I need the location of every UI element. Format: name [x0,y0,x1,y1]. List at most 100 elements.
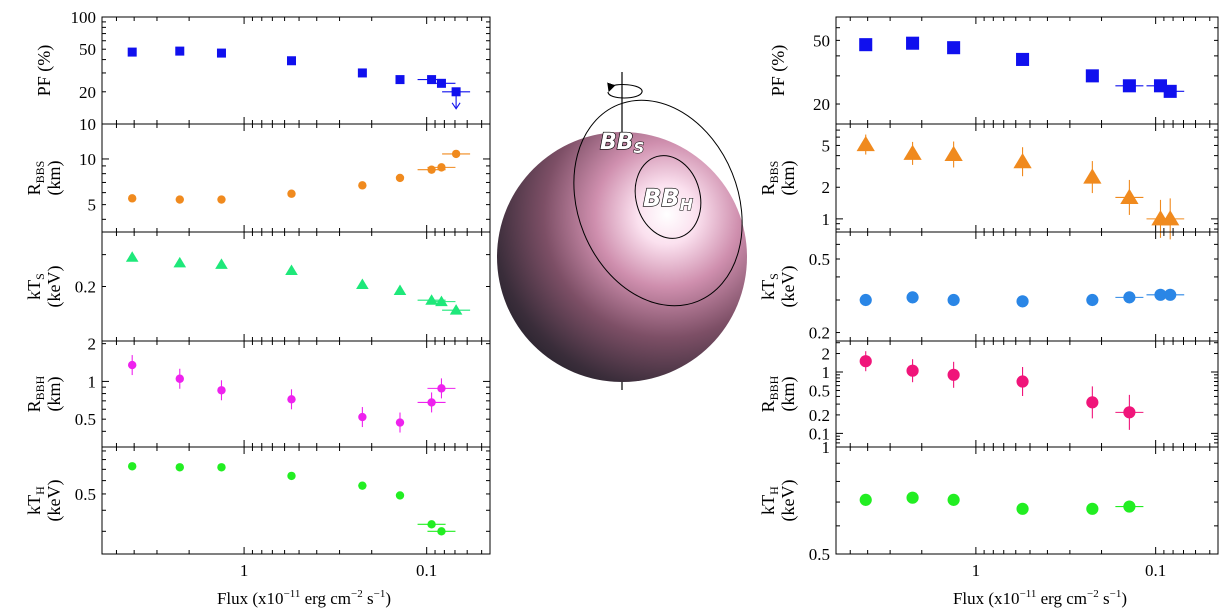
left-r_bbs-y-unit: (km) [44,161,65,196]
left-kts-point [449,304,463,315]
left-pf-point [216,48,226,58]
left-r_bbh-ytick-label: 2 [88,335,97,354]
right-kth-ytick-label: 1 [822,438,831,457]
right-pf-point [1016,52,1030,66]
left-pf-y-label: PF (%) [34,45,55,97]
left-r_bbs-point [427,165,436,174]
right-pf-ytick-label: 50 [813,31,830,50]
hard-hotspot-outline [634,155,702,239]
left-kts-y-unit: (keV) [44,266,65,308]
bb-soft-label: BBS [600,130,644,157]
right-r_bbs-point [1120,188,1139,204]
left-r_bbh-point [358,412,367,422]
right-kth-ytick-label: 0.5 [809,545,830,564]
left-r_bbs-point [451,149,461,159]
left-kth-point [437,527,446,536]
right-r_bbs-point [903,144,922,160]
right-kth-point [1123,500,1136,513]
right-kth-point [947,493,960,506]
right-pf-point [906,36,920,50]
right-kts-point [1123,291,1136,304]
left-kth-y-label: kTH [24,486,47,515]
right-r_bbh-ytick-label: 0.5 [809,381,830,400]
left-pf-frame [101,16,491,125]
left-kth-point [175,463,184,472]
right-r_bbs-ytick-label: 1 [822,210,831,229]
right-kth-point [1086,502,1099,515]
right-r_bbs-ytick-label: 5 [822,136,831,155]
left-panel-kth: 0.5 kTH(keV) 1 0.1 [24,446,491,580]
left-r_bbh-ytick-label: 1 [88,372,97,391]
left-kth-point [395,491,405,500]
right-kth-point [906,491,919,504]
right-kts-ytick-label: 0.2 [809,324,830,343]
right-r_bbs-point [856,135,875,152]
right-panel-kts: 0.2 0.5 kTS(keV) [758,231,1219,343]
left-kth-point [217,463,226,472]
left-r_bbh-point [395,418,405,427]
right-kth-point [1016,502,1029,515]
left-pf-point [357,68,367,78]
neutron-star-sphere [497,132,747,382]
left-r_bbs-ytick-label: 5 [88,196,97,215]
right-kts-y-label: kTS [758,273,781,300]
left-r_bbs-point [287,189,296,198]
left-r_bbh-y-unit: (km) [44,377,65,412]
right-r_bbh-point [906,364,919,377]
right-r_bbh-point [1086,396,1099,409]
right-r_bbh-point [1123,406,1136,419]
soft-hotspot-outline [573,99,743,307]
left-r_bbs-ytick-label: 10 [79,150,96,169]
right-r_bbs-point [1083,168,1102,184]
left-panel-pf: 10 20 50 100 PF (%) [34,8,491,134]
right-r_bbh-point [1016,375,1029,388]
right-panel-r_bbs: 1 2 5 RBBS(km) [758,123,1219,240]
left-r_bbh-point [175,374,184,383]
left-r_bbh-ytick-label: 0.5 [75,410,96,429]
left-kts-point [425,294,438,305]
left-kth-point [358,481,367,490]
right-pf-point [1163,84,1177,98]
right-kts-ytick-label: 0.5 [809,250,830,269]
right-r_bbs-point [944,145,963,162]
left-pf-point [175,46,185,56]
left-kth-y-unit: (keV) [44,480,65,522]
left-kts-y-label: kTS [24,273,47,300]
left-r_bbs-point [358,181,367,190]
left-r_bbs-point [175,195,184,204]
left-kts-point [215,258,228,269]
right-r_bbs-point [1161,210,1180,226]
left-r_bbh-point [217,386,226,395]
left-pf-point [436,78,446,88]
left-pf-ytick-label: 10 [79,115,96,134]
right-xtick-label: 1 [972,561,981,580]
left-pf-ytick-label: 100 [71,8,97,27]
left-x-axis-label: Flux (x10−11 erg cm−2 s−1) [217,588,391,608]
right-pf-point [1122,79,1136,93]
bb-hard-label: BBH [643,184,694,214]
left-kts-point [173,256,187,268]
left-panel-kts: 0.2 kTS(keV) [24,231,491,342]
right-kth-y-unit: (keV) [778,480,799,522]
left-kts-point [125,251,139,262]
left-kth-point [427,520,436,529]
right-kts-point [1086,293,1099,307]
left-r_bbh-point [287,395,296,404]
left-r_bbh-point [437,384,446,393]
left-kth-frame [101,446,491,555]
right-panel-r_bbh: 0.10.2 0.512 RBBH(km) [758,340,1219,448]
left-pf-point [427,75,437,85]
right-kts-frame [835,231,1219,342]
right-pf-ytick-label: 20 [813,95,830,114]
left-r_bbs-point [217,195,226,204]
left-pf-point [395,75,405,85]
right-r_bbh-ytick-label: 2 [822,345,831,364]
right-r_bbs-point [1013,153,1032,169]
left-panel-r_bbs: 5 10 RBBS(km) [24,123,491,233]
left-kth-ytick-label: 0.5 [75,485,96,504]
right-r_bbh-point [947,368,960,381]
left-kts-point [356,278,369,290]
right-panel-kth: 0.5 1 kTH(keV) 1 0.1 [758,438,1219,580]
